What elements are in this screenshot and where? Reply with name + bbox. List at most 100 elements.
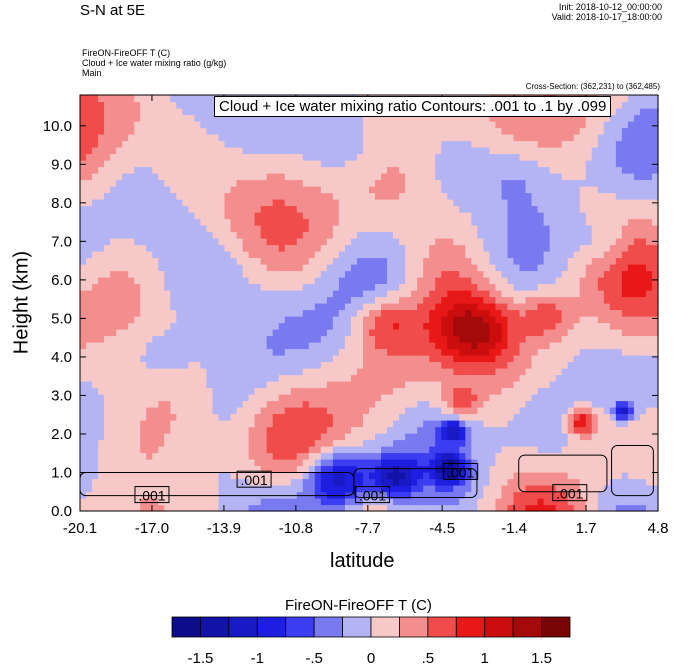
heatmap-cell	[459, 303, 466, 311]
heatmap-cell	[92, 166, 99, 174]
heatmap-cell	[104, 413, 111, 421]
heatmap-cell	[230, 485, 238, 493]
heatmap-cell	[411, 335, 418, 343]
heatmap-cell	[116, 205, 123, 213]
heatmap-cell	[86, 446, 93, 454]
heatmap-cell	[344, 160, 352, 168]
heatmap-cell	[116, 309, 123, 317]
heatmap-cell	[501, 212, 509, 220]
heatmap-cell	[531, 361, 539, 369]
heatmap-cell	[525, 257, 533, 265]
heatmap-cell	[230, 478, 238, 486]
heatmap-cell	[393, 420, 400, 428]
heatmap-cell	[477, 257, 484, 265]
heatmap-cell	[471, 192, 478, 200]
heatmap-cell	[176, 433, 183, 441]
heatmap-cell	[284, 361, 292, 369]
heatmap-cell	[152, 251, 159, 259]
heatmap-cell	[170, 212, 177, 220]
heatmap-cell	[128, 290, 135, 298]
heatmap-cell	[200, 186, 208, 194]
heatmap-cell	[308, 472, 316, 480]
heatmap-cell	[459, 498, 466, 506]
heatmap-cell	[278, 413, 286, 421]
heatmap-cell	[417, 491, 424, 499]
heatmap-cell	[296, 264, 304, 272]
heatmap-cell	[158, 199, 165, 207]
heatmap-cell	[272, 127, 280, 135]
heatmap-cell	[272, 192, 280, 200]
heatmap-cell	[543, 478, 551, 486]
heatmap-cell	[122, 270, 129, 278]
heatmap-cell	[393, 244, 400, 252]
heatmap-cell	[284, 238, 292, 246]
heatmap-cell	[447, 452, 454, 460]
heatmap-cell	[375, 478, 382, 486]
heatmap-cell	[200, 296, 208, 304]
heatmap-cell	[128, 173, 135, 181]
heatmap-cell	[176, 127, 183, 135]
heatmap-cell	[423, 218, 430, 226]
heatmap-cell	[519, 296, 527, 304]
heatmap-cell	[423, 251, 430, 259]
heatmap-cell	[369, 257, 376, 265]
heatmap-cell	[140, 160, 147, 168]
heatmap-cell	[531, 407, 539, 415]
heatmap-cell	[411, 498, 418, 506]
heatmap-cell	[146, 147, 153, 155]
heatmap-cell	[320, 478, 328, 486]
heatmap-cell	[471, 140, 478, 148]
heatmap-cell	[477, 231, 484, 239]
heatmap-cell	[146, 186, 153, 194]
heatmap-cell	[489, 348, 497, 356]
heatmap-cell	[170, 472, 177, 480]
heatmap-cell	[447, 127, 454, 135]
heatmap-cell	[152, 140, 159, 148]
heatmap-cell	[290, 478, 298, 486]
heatmap-cell	[110, 140, 117, 148]
heatmap-cell	[417, 355, 424, 363]
heatmap-cell	[116, 290, 123, 298]
heatmap-cell	[158, 257, 165, 265]
heatmap-cell	[212, 322, 220, 330]
heatmap-cell	[134, 472, 141, 480]
heatmap-cell	[423, 335, 430, 343]
heatmap-cell	[393, 303, 400, 311]
heatmap-cell	[332, 335, 340, 343]
heatmap-cell	[218, 114, 226, 122]
heatmap-cell	[236, 446, 244, 454]
heatmap-cell	[188, 179, 195, 187]
heatmap-cell	[158, 485, 165, 493]
heatmap-cell	[158, 420, 165, 428]
heatmap-cell	[465, 439, 472, 447]
heatmap-cell	[435, 472, 442, 480]
heatmap-cell	[441, 166, 448, 174]
heatmap-cell	[356, 290, 364, 298]
heatmap-cell	[248, 329, 256, 337]
heatmap-cell	[417, 459, 424, 467]
heatmap-cell	[447, 303, 454, 311]
heatmap-cell	[194, 381, 202, 389]
heatmap-cell	[302, 413, 310, 421]
heatmap-cell	[248, 231, 256, 239]
heatmap-cell	[332, 192, 340, 200]
heatmap-cell	[80, 153, 87, 161]
heatmap-cell	[513, 329, 521, 337]
heatmap-cell	[206, 218, 214, 226]
heatmap-cell	[465, 134, 472, 142]
heatmap-cell	[218, 140, 226, 148]
heatmap-cell	[272, 218, 280, 226]
heatmap-cell	[344, 446, 352, 454]
heatmap-cell	[212, 257, 220, 265]
heatmap-cell	[212, 485, 220, 493]
heatmap-cell	[212, 387, 220, 395]
heatmap-cell	[266, 231, 274, 239]
heatmap-cell	[537, 192, 545, 200]
heatmap-cell	[194, 407, 202, 415]
heatmap-cell	[471, 465, 478, 473]
heatmap-cell	[447, 199, 454, 207]
heatmap-cell	[98, 459, 105, 467]
heatmap-cell	[453, 166, 460, 174]
heatmap-cell	[507, 264, 515, 272]
heatmap-cell	[140, 238, 147, 246]
